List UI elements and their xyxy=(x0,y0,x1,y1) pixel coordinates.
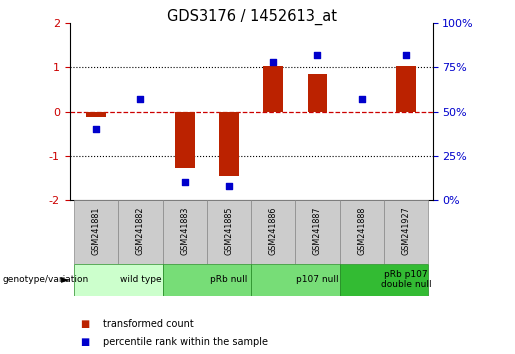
Bar xyxy=(163,200,207,264)
Text: GSM241886: GSM241886 xyxy=(269,206,278,255)
Bar xyxy=(263,67,283,112)
Point xyxy=(313,52,321,58)
Text: GSM241885: GSM241885 xyxy=(225,206,233,255)
Text: GSM241883: GSM241883 xyxy=(180,206,189,255)
Text: GSM241881: GSM241881 xyxy=(92,206,100,255)
Text: GSM241888: GSM241888 xyxy=(357,206,366,255)
Bar xyxy=(352,112,372,113)
Text: genotype/variation: genotype/variation xyxy=(3,275,89,284)
Bar xyxy=(295,200,339,264)
Text: ■: ■ xyxy=(80,337,89,347)
Text: ►: ► xyxy=(61,275,70,285)
Point xyxy=(92,126,100,132)
Bar xyxy=(118,200,163,264)
Text: percentile rank within the sample: percentile rank within the sample xyxy=(103,337,268,347)
Bar xyxy=(307,74,328,112)
Bar xyxy=(251,264,339,296)
Bar xyxy=(339,264,428,296)
Point xyxy=(181,179,189,185)
Bar xyxy=(219,112,239,176)
Point xyxy=(225,183,233,189)
Text: pRb null: pRb null xyxy=(210,275,248,284)
Point xyxy=(136,96,145,102)
Text: GDS3176 / 1452613_at: GDS3176 / 1452613_at xyxy=(167,9,337,25)
Point xyxy=(269,59,277,65)
Bar xyxy=(251,200,295,264)
Bar xyxy=(86,112,106,117)
Text: pRb p107
double null: pRb p107 double null xyxy=(381,270,432,289)
Bar xyxy=(207,200,251,264)
Point xyxy=(402,52,410,58)
Bar xyxy=(396,67,416,112)
Bar xyxy=(130,112,150,113)
Bar xyxy=(384,200,428,264)
Text: GSM241882: GSM241882 xyxy=(136,206,145,255)
Text: GSM241887: GSM241887 xyxy=(313,206,322,255)
Bar xyxy=(175,112,195,168)
Bar xyxy=(74,264,163,296)
Bar xyxy=(339,200,384,264)
Text: ■: ■ xyxy=(80,319,89,329)
Bar xyxy=(163,264,251,296)
Text: GSM241927: GSM241927 xyxy=(402,206,410,255)
Text: p107 null: p107 null xyxy=(296,275,339,284)
Text: wild type: wild type xyxy=(119,275,161,284)
Point xyxy=(357,96,366,102)
Bar xyxy=(74,200,118,264)
Text: transformed count: transformed count xyxy=(103,319,194,329)
